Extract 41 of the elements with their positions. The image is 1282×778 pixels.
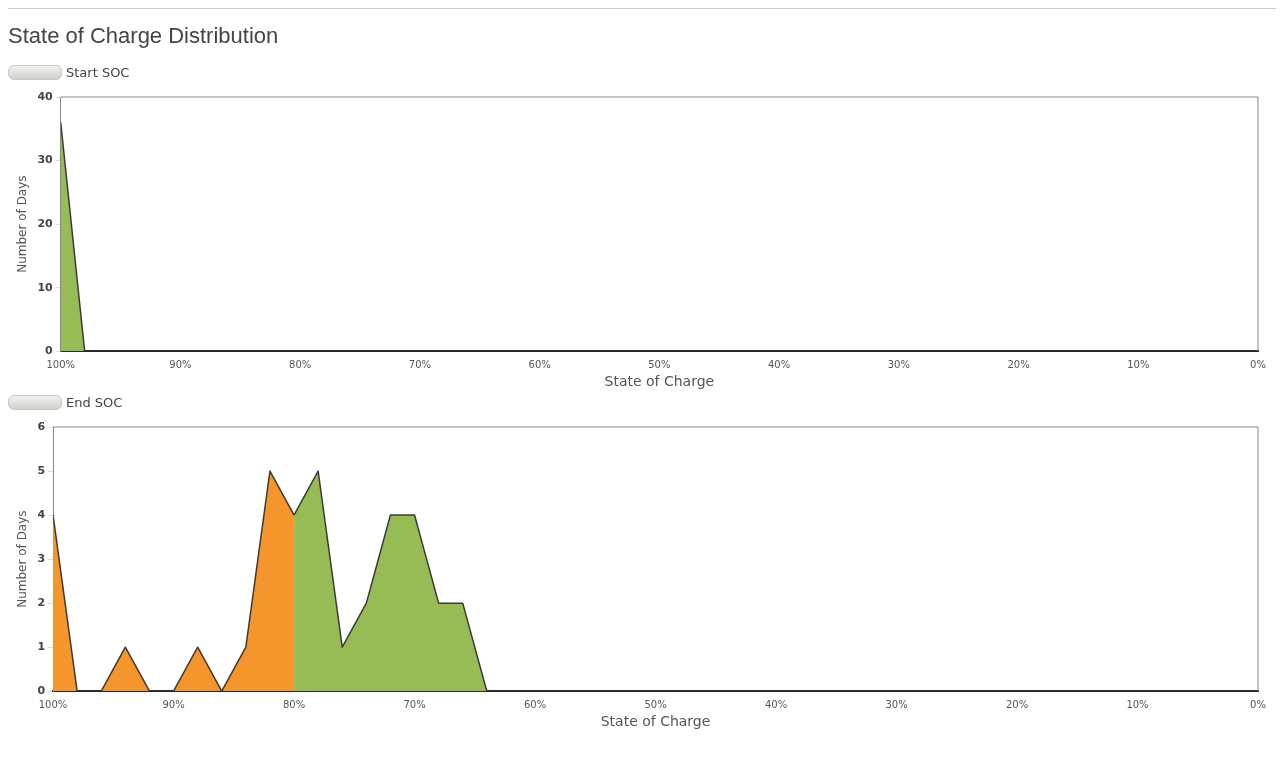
y-tick-label: 30: [37, 153, 54, 167]
y-tick-label: 4: [37, 507, 46, 521]
chart-subtitle: End SOC: [66, 394, 123, 410]
x-tick-label: 0%: [1250, 358, 1266, 370]
x-tick-label: 10%: [1126, 698, 1149, 710]
x-tick-label: 50%: [648, 358, 671, 370]
x-tick-label: 70%: [408, 358, 432, 370]
x-tick-label: 60%: [528, 358, 551, 370]
x-tick-label: 60%: [523, 698, 547, 710]
x-tick-label: 10%: [1127, 358, 1150, 370]
y-tick-label: 2: [37, 595, 46, 609]
x-tick-label: 50%: [644, 698, 667, 710]
x-tick-label: 80%: [289, 358, 312, 370]
y-tick-label: 10: [37, 280, 54, 294]
y-tick-label: 40: [37, 89, 54, 103]
x-tick-label: 30%: [887, 358, 910, 370]
x-tick-label: 40%: [767, 358, 791, 370]
y-tick-label: 3: [37, 551, 46, 565]
x-tick-label: 90%: [162, 698, 185, 710]
x-tick-label: 100%: [46, 358, 75, 370]
x-tick-label: 80%: [282, 698, 306, 710]
y-tick-label: 20: [37, 216, 54, 230]
x-tick-label: 20%: [1007, 358, 1030, 370]
y-axis-title: Number of Days: [15, 510, 30, 608]
x-tick-label: 30%: [885, 698, 908, 710]
x-tick-label: 100%: [38, 698, 68, 710]
y-tick-label: 1: [37, 640, 46, 654]
y-tick-label: 0: [37, 684, 46, 698]
x-tick-label: 70%: [403, 698, 426, 710]
x-tick-label: 0%: [1250, 698, 1266, 710]
chart-title: State of Charge Distribution: [8, 23, 280, 49]
y-tick-label: 6: [37, 419, 46, 433]
y-axis-title: Number of Days: [15, 175, 30, 273]
x-tick-label: 40%: [764, 698, 788, 710]
y-tick-label: 5: [37, 463, 46, 477]
y-tick-label: 0: [45, 344, 54, 358]
x-axis-title: State of Charge: [600, 713, 711, 730]
x-tick-label: 90%: [169, 358, 192, 370]
x-tick-label: 20%: [1005, 698, 1029, 710]
x-axis-title: State of Charge: [604, 373, 715, 390]
chart-subtitle: Start SOC: [66, 64, 130, 80]
